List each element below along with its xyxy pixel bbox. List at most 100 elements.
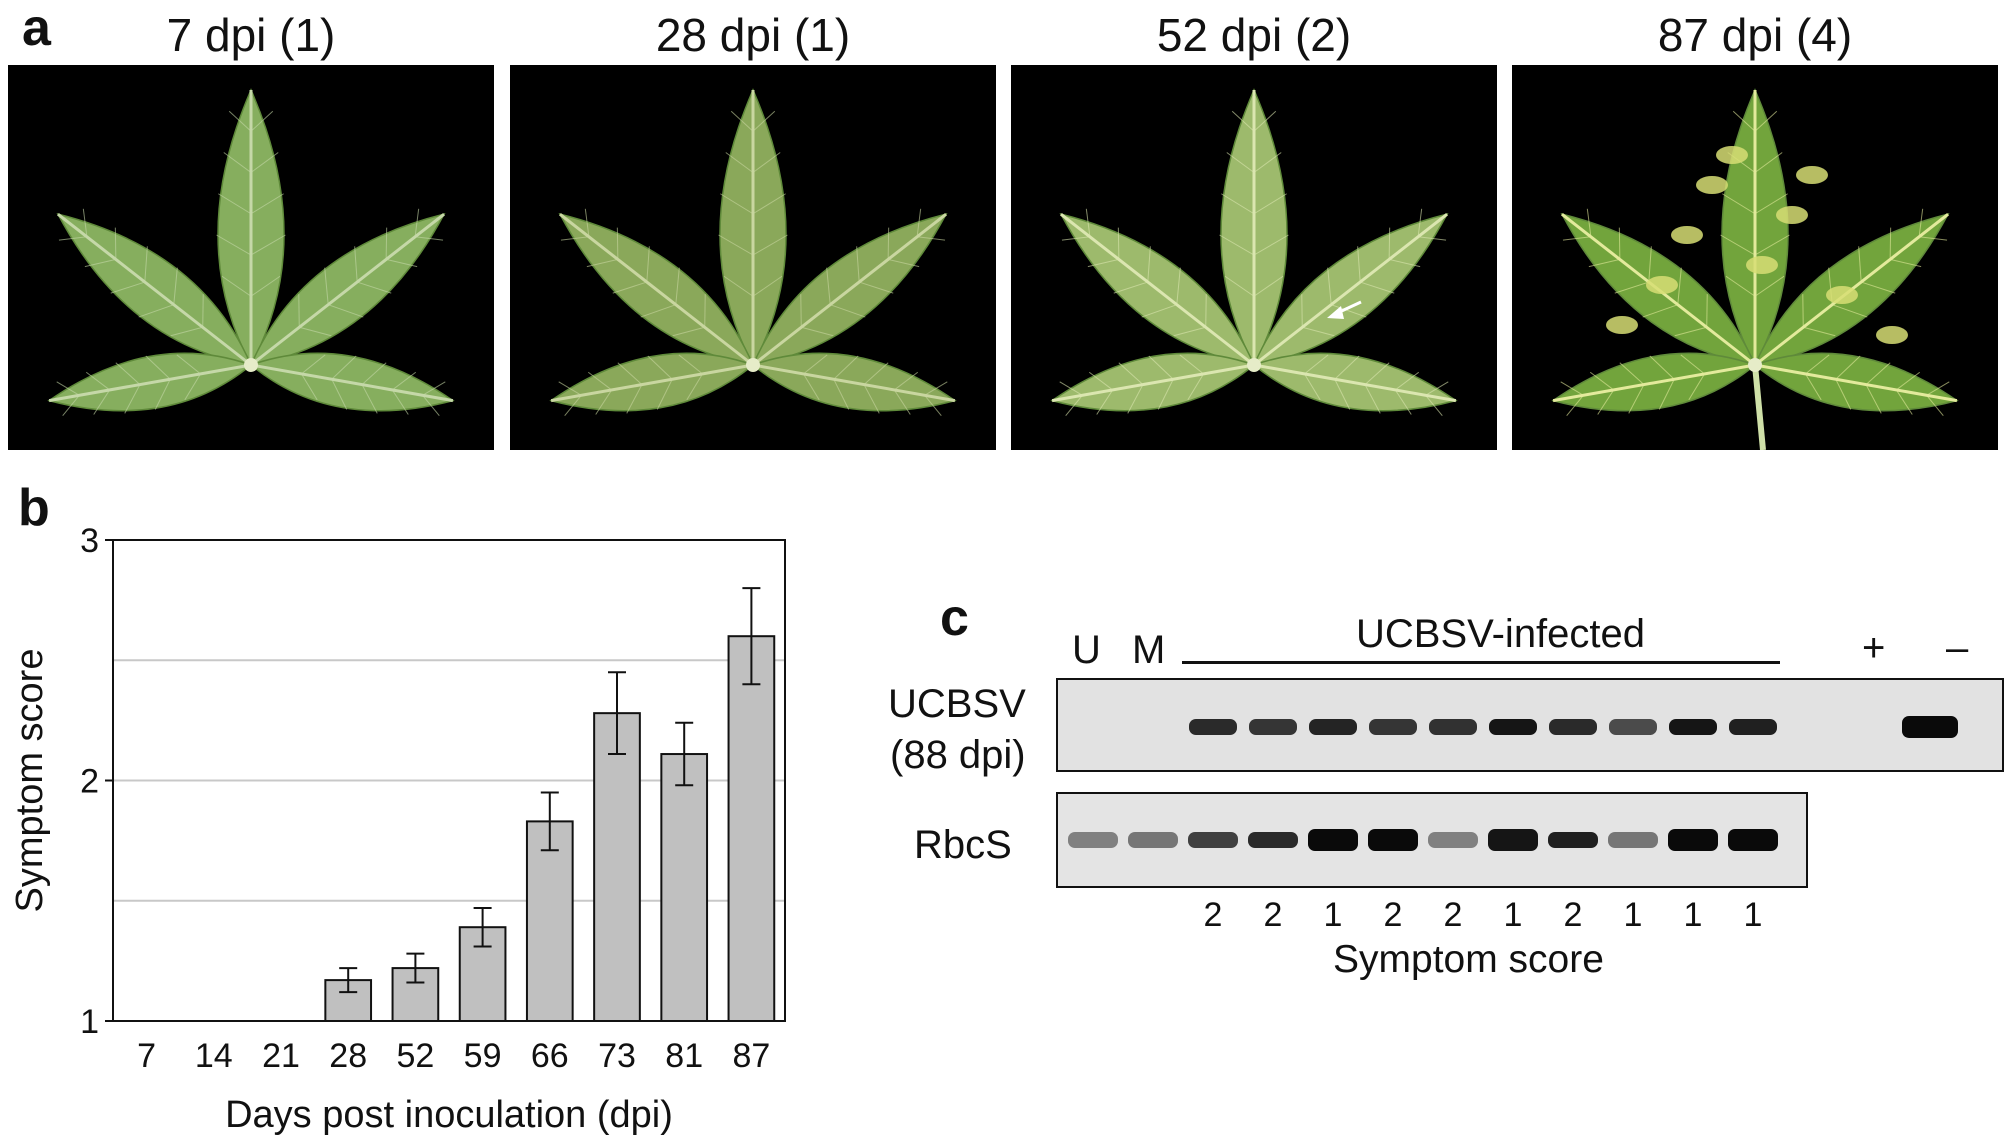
symptom-score-value: 1: [1683, 896, 1703, 934]
bar-81: [660, 753, 709, 1022]
y-tick-label: 1: [80, 1003, 99, 1041]
petiole: [1752, 364, 1766, 450]
leaf-center: [244, 358, 258, 372]
bar-87: [727, 635, 776, 1022]
chlorotic-spot: [1646, 276, 1678, 294]
ucbsv-band: [1369, 719, 1417, 735]
error-bar-81: [675, 721, 694, 787]
ucbsv-band: [1729, 719, 1777, 735]
photo-caption-3: 52 dpi (2): [1156, 9, 1352, 61]
leaf-midrib: [1253, 363, 1457, 403]
leaf-midrib: [550, 363, 754, 403]
leaf-midrib: [752, 363, 956, 403]
rbcs-band: [1728, 829, 1778, 851]
chlorotic-spot: [1671, 226, 1703, 244]
x-tick-label: 14: [195, 1037, 233, 1075]
leaf-midrib: [48, 363, 252, 403]
symptom-score-value: 2: [1443, 896, 1463, 934]
chlorotic-spot: [1696, 176, 1728, 194]
leaf-midrib: [1754, 363, 1958, 403]
ucbsv-band: [1429, 719, 1477, 735]
photo-caption-1: 7 dpi (1): [166, 9, 336, 61]
x-tick-label: 73: [598, 1037, 636, 1075]
chlorotic-spot: [1716, 146, 1748, 164]
x-tick-label: 66: [531, 1037, 569, 1075]
leaf: [549, 88, 957, 416]
leaf-photo-28dpi: [510, 65, 996, 450]
y-tick-label: 2: [80, 763, 99, 801]
symptom-score-value: 2: [1263, 896, 1283, 934]
rbcs-band: [1548, 832, 1598, 848]
ucbsv-row-label-dpi: (88 dpi): [890, 733, 1026, 777]
chlorotic-spot: [1796, 166, 1828, 184]
photo-caption-2: 28 dpi (1): [655, 9, 851, 61]
x-tick-label: 81: [665, 1037, 703, 1075]
x-tick-label: 7: [137, 1037, 156, 1075]
symptom-score-value: 1: [1503, 896, 1523, 934]
x-tick-label: 28: [329, 1037, 367, 1075]
y-axis-label: Symptom score: [9, 649, 51, 913]
error-bar-73: [608, 671, 626, 756]
symptom-score-value: 1: [1623, 896, 1643, 934]
photo-caption-4: 87 dpi (4): [1657, 9, 1853, 61]
leaf: [47, 88, 455, 416]
rbcs-band: [1428, 832, 1478, 848]
ucbsv-row-label: UCBSV: [888, 682, 1026, 726]
ucbsv-band: [1609, 719, 1657, 735]
rbcs-band: [1488, 829, 1538, 851]
rbcs-band: [1308, 829, 1358, 851]
leaf-midrib: [559, 212, 754, 367]
panel-letter-c: c: [940, 589, 969, 647]
error-bar-28: [339, 967, 358, 994]
leaf-center: [1748, 358, 1762, 372]
rbcs-gel-image: [1056, 792, 1808, 888]
symptom-score-row: 2 2 1 2 2 1 2 1 1 1: [0, 896, 2007, 946]
lane-label-u: U: [1072, 628, 1101, 672]
ucbsv-band: [1189, 719, 1237, 735]
rbcs-band: [1188, 832, 1238, 848]
ucbsv-gel-image: [1056, 678, 2004, 772]
symptom-score-value: 1: [1323, 896, 1343, 934]
gel-xlabel: Symptom score: [1333, 938, 1604, 981]
leaf-center: [1247, 358, 1261, 372]
ucbsv-band: [1309, 719, 1357, 735]
leaf-midrib: [1253, 212, 1448, 367]
leaf: [1050, 88, 1458, 416]
symptom-score-value: 2: [1203, 896, 1223, 934]
panel-letter-a: a: [22, 0, 51, 57]
leaf-photo-87dpi: [1512, 65, 1998, 450]
symptom-score-value: 1: [1743, 896, 1763, 934]
leaf: [1551, 88, 1959, 450]
chlorotic-spot: [1776, 206, 1808, 224]
error-bar-59: [473, 906, 492, 948]
leaf-midrib: [57, 212, 252, 367]
ucbsv-band: [1902, 716, 1958, 738]
chlorotic-spot: [1876, 326, 1908, 344]
leaf-center: [746, 358, 760, 372]
leaf-midrib: [1051, 363, 1255, 403]
ucbsv-band: [1249, 719, 1297, 735]
symptom-score-value: 2: [1563, 896, 1583, 934]
rbcs-band: [1248, 832, 1298, 848]
lane-label-infected: UCBSV-infected: [1356, 612, 1646, 656]
rbcs-band: [1368, 829, 1418, 851]
ucbsv-band: [1549, 719, 1597, 735]
leaf-midrib: [250, 212, 445, 367]
x-axis-label: Days post inoculation (dpi): [225, 1094, 673, 1136]
rbcs-row-label: RbcS: [914, 823, 1012, 867]
lane-label-negative-control: –: [1946, 626, 1969, 670]
leaf-midrib: [1552, 363, 1756, 403]
rbcs-band: [1668, 829, 1718, 851]
y-tick-label: 3: [80, 522, 99, 560]
error-bar-52: [406, 952, 425, 984]
infected-bracket-line: [1182, 661, 1780, 664]
lane-label-m: M: [1132, 628, 1166, 672]
x-tick-label: 21: [262, 1037, 300, 1075]
error-bar-87: [742, 587, 761, 686]
lane-label-positive-control: +: [1862, 626, 1886, 670]
ucbsv-band: [1669, 719, 1717, 735]
chlorotic-spot: [1606, 316, 1638, 334]
rbcs-band: [1068, 832, 1118, 848]
leaf-midrib: [1060, 212, 1255, 367]
symptom-score-bar-chart: 7 14 21 28 52 59 66 73 81 87 1 2 3 Days post inoculat…: [9, 522, 786, 1136]
